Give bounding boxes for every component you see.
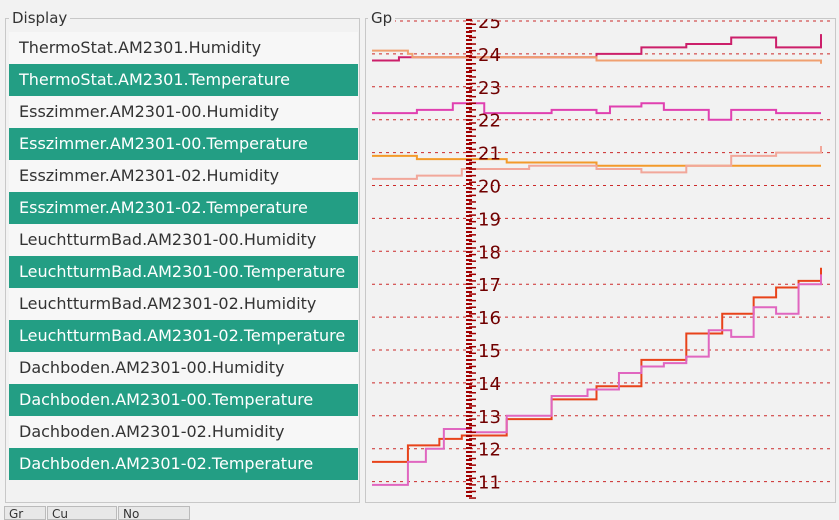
y-tick-label: 16 xyxy=(478,308,501,329)
y-tick-label: 21 xyxy=(478,144,501,165)
sensor-list-item[interactable]: Esszimmer.AM2301-02.Humidity xyxy=(9,160,358,192)
sensor-list-item[interactable]: Esszimmer.AM2301-00.Temperature xyxy=(9,128,358,160)
graph-title: Gp xyxy=(368,9,396,27)
tab-current[interactable]: Cu xyxy=(47,506,117,520)
sensor-list-item[interactable]: LeuchtturmBad.AM2301-02.Humidity xyxy=(9,288,358,320)
y-tick-label: 11 xyxy=(478,473,501,494)
tab-label: No xyxy=(123,507,140,520)
y-tick-label: 13 xyxy=(478,407,501,428)
y-tick-label: 19 xyxy=(478,209,501,230)
sensor-list-item[interactable]: ThermoStat.AM2301.Temperature xyxy=(9,64,358,96)
y-tick-label: 12 xyxy=(478,440,501,461)
tab-now[interactable]: No xyxy=(118,506,190,520)
series-line xyxy=(372,267,822,463)
y-tick-label: 25 xyxy=(478,19,501,33)
series-line xyxy=(372,154,821,167)
y-tick-label: 22 xyxy=(478,111,501,132)
y-tick-label: 14 xyxy=(478,374,501,395)
sensor-list-item[interactable]: LeuchtturmBad.AM2301-02.Temperature xyxy=(9,320,358,352)
sensor-list-item[interactable]: Dachboden.AM2301-02.Humidity xyxy=(9,416,358,448)
series-line xyxy=(372,146,822,180)
series-line xyxy=(372,49,822,64)
sensor-list-item[interactable]: Dachboden.AM2301-02.Temperature xyxy=(9,448,358,480)
y-tick-label: 15 xyxy=(478,341,501,362)
tab-label: Gr xyxy=(9,507,24,520)
sensor-list-item[interactable]: Dachboden.AM2301-00.Temperature xyxy=(9,384,358,416)
y-tick-label: 18 xyxy=(478,242,501,263)
y-tick-label: 17 xyxy=(478,275,501,296)
display-title: Display xyxy=(9,9,71,27)
tab-graph[interactable]: Gr xyxy=(4,506,46,520)
y-tick-label: 23 xyxy=(478,78,501,99)
series-line xyxy=(372,102,821,121)
sensor-list-item[interactable]: Dachboden.AM2301-00.Humidity xyxy=(9,352,358,384)
line-chart: 11 12 13 14 15 16 17 18 19 20 21 22 23 24 25 xyxy=(372,19,832,499)
y-tick-label: 24 xyxy=(478,45,501,66)
y-tick-label: 20 xyxy=(478,177,501,198)
graph-groupbox: 11 12 13 14 15 16 17 18 19 20 21 22 23 24 25 Gp xyxy=(365,9,836,503)
sensor-list[interactable]: ThermoStat.AM2301.Humidity ThermoStat.AM2… xyxy=(9,32,358,480)
sensor-list-item[interactable]: LeuchtturmBad.AM2301-00.Temperature xyxy=(9,256,358,288)
sensor-list-item[interactable]: Esszimmer.AM2301-02.Temperature xyxy=(9,192,358,224)
series-line xyxy=(372,274,822,486)
tab-label: Cu xyxy=(52,507,68,520)
sensor-list-item[interactable]: ThermoStat.AM2301.Humidity xyxy=(9,32,358,64)
series-line xyxy=(372,34,822,62)
sensor-list-item[interactable]: LeuchtturmBad.AM2301-00.Humidity xyxy=(9,224,358,256)
sensor-list-item[interactable]: Esszimmer.AM2301-00.Humidity xyxy=(9,96,358,128)
display-groupbox: Display ThermoStat.AM2301.Humidity Thermo… xyxy=(5,9,360,503)
